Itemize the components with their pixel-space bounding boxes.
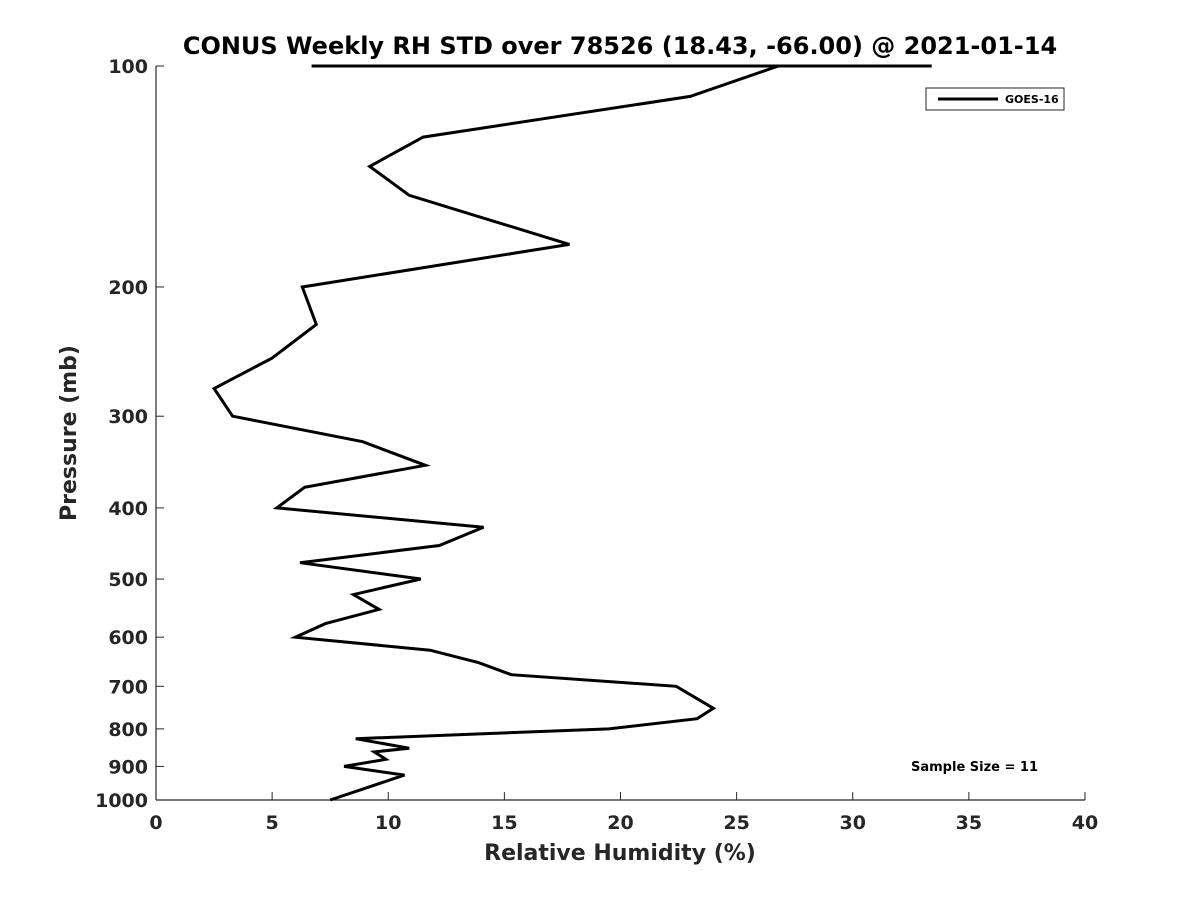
y-tick-label: 600 — [108, 627, 148, 649]
x-tick-label: 25 — [723, 812, 749, 834]
y-tick-label: 300 — [108, 406, 148, 428]
x-tick-label: 20 — [607, 812, 633, 834]
y-tick-label: 900 — [108, 756, 148, 778]
y-tick-label: 100 — [108, 56, 148, 78]
series-group — [211, 64, 932, 802]
x-tick-label: 35 — [956, 812, 982, 834]
x-tick-label: 30 — [840, 812, 866, 834]
y-tick-label: 400 — [108, 498, 148, 520]
x-axis-label: Relative Humidity (%) — [484, 841, 756, 866]
x-tick-label: 15 — [491, 812, 517, 834]
y-axis-label: Pressure (mb) — [57, 345, 82, 521]
legend: GOES-16 — [925, 87, 1065, 111]
chart-title: CONUS Weekly RH STD over 78526 (18.43, -… — [183, 32, 1057, 60]
legend-label: GOES-16 — [1005, 93, 1059, 106]
sample-size-annotation: Sample Size = 11 — [911, 760, 1038, 775]
x-tick-label: 40 — [1072, 812, 1098, 834]
series-line-1 — [211, 64, 932, 802]
y-tick-label: 500 — [108, 569, 148, 591]
x-tick-label: 5 — [266, 812, 279, 834]
y-tick-label: 200 — [108, 277, 148, 299]
y-tick-label: 700 — [108, 676, 148, 698]
axes — [155, 66, 1085, 801]
y-ticks: 100 200 300 400 500 600 700 800 900 1000 — [95, 56, 164, 812]
y-tick-label: 1000 — [95, 790, 148, 812]
x-tick-label: 10 — [375, 812, 401, 834]
x-tick-label: 0 — [149, 812, 162, 834]
y-tick-label: 800 — [108, 719, 148, 741]
x-ticks: 0 5 10 15 20 25 30 35 40 — [149, 792, 1098, 834]
